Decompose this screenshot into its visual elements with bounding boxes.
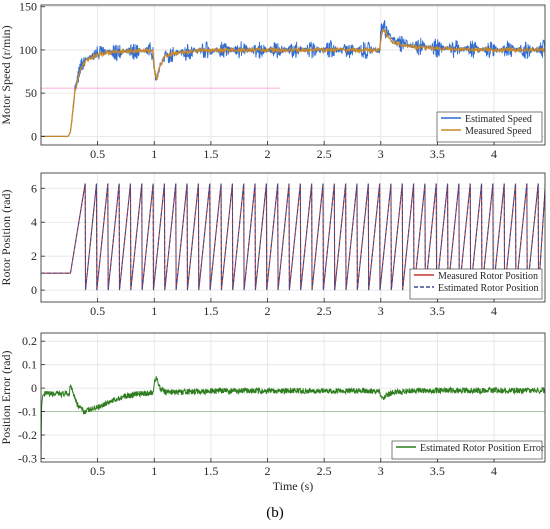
legend: Estimated Rotor Position Error — [391, 440, 545, 460]
y-tick-label: -0.2 — [18, 428, 37, 442]
x-tick-label: 2.5 — [317, 147, 332, 161]
y-axis-label: Motor Speed (r/min) — [0, 25, 13, 124]
legend-box — [391, 440, 543, 460]
y-tick-label: 50 — [25, 86, 37, 100]
y-tick-label: 0.1 — [22, 358, 37, 372]
plot-series-group — [41, 376, 545, 459]
y-tick-label: 2 — [31, 249, 37, 263]
x-tick-label: 3.5 — [430, 464, 445, 478]
plot-series-group — [41, 181, 545, 291]
legend-label: Estimated Speed — [465, 114, 532, 125]
y-axis-label: Position Error (rad) — [0, 351, 13, 445]
x-tick-label: 0.5 — [90, 304, 105, 318]
x-axis-label: Time (s) — [273, 479, 314, 493]
position-error-line — [41, 376, 545, 459]
y-tick-label: -0.1 — [18, 405, 37, 419]
legend-box — [409, 268, 543, 300]
chart-panel-1: 0.5 1 1.5 2 2.5 3 3.5 4 0 50 100 150 Motor Speed (r/… — [0, 0, 546, 161]
y-tick-label: 0 — [31, 129, 37, 143]
x-tick-label: 3 — [378, 304, 384, 318]
x-tick-label: 0.5 — [90, 464, 105, 478]
x-tick-label: 3 — [378, 147, 384, 161]
x-tick-label: 1 — [151, 464, 157, 478]
y-tick-label: 6 — [31, 181, 37, 195]
estimated-position-line — [41, 182, 545, 291]
x-tick-label: 1.5 — [203, 304, 218, 318]
y-tick-label: 150 — [19, 0, 37, 14]
y-axis-label: Rotor Position (rad) — [0, 190, 13, 286]
measured-speed-line — [41, 28, 545, 138]
y-tick-label: -0.3 — [18, 451, 37, 465]
x-tick-label: 2.5 — [317, 464, 332, 478]
y-tick-label: 0.2 — [22, 334, 37, 348]
x-tick-label: 1 — [151, 304, 157, 318]
plot-series-group — [41, 20, 545, 138]
y-tick-label: 0 — [31, 283, 37, 297]
x-tick-label: 0.5 — [90, 147, 105, 161]
x-tick-label: 2 — [265, 464, 271, 478]
x-tick-label: 4 — [491, 147, 497, 161]
legend-label: Measured Speed — [465, 126, 531, 137]
x-tick-label: 1.5 — [203, 147, 218, 161]
legend-label: Measured Rotor Position — [438, 271, 538, 282]
axes-frame — [40, 172, 546, 303]
x-tick-label: 2.5 — [317, 304, 332, 318]
axes-frame — [40, 4, 546, 146]
legend-box — [436, 111, 543, 143]
axes-frame — [40, 332, 546, 463]
y-tick-label: 100 — [19, 43, 37, 57]
y-tick-label: 4 — [31, 215, 37, 229]
x-tick-label: 2 — [265, 147, 271, 161]
x-tick-label: 4 — [491, 464, 497, 478]
chart-panel-3: 0.5 1 1.5 2 2.5 3 3.5 4 -0.3 -0.2 -0.1 0 0.1 0.2 Posit… — [0, 332, 546, 493]
legend-label: Estimated Rotor Position Error — [420, 443, 545, 454]
y-tick-label: 0 — [31, 381, 37, 395]
x-tick-label: 4 — [491, 304, 497, 318]
x-tick-label: 3.5 — [430, 304, 445, 318]
x-tick-label: 3.5 — [430, 147, 445, 161]
chart-panel-2: 0.5 1 1.5 2 2.5 3 3.5 4 0 2 4 6 Rotor Position (rad)… — [0, 172, 546, 318]
x-tick-label: 1.5 — [203, 464, 218, 478]
legend-label: Estimated Rotor Position — [438, 283, 539, 294]
x-tick-label: 3 — [378, 464, 384, 478]
x-tick-label: 1 — [151, 147, 157, 161]
x-tick-label: 2 — [265, 304, 271, 318]
figure-caption: (b) — [266, 505, 284, 521]
